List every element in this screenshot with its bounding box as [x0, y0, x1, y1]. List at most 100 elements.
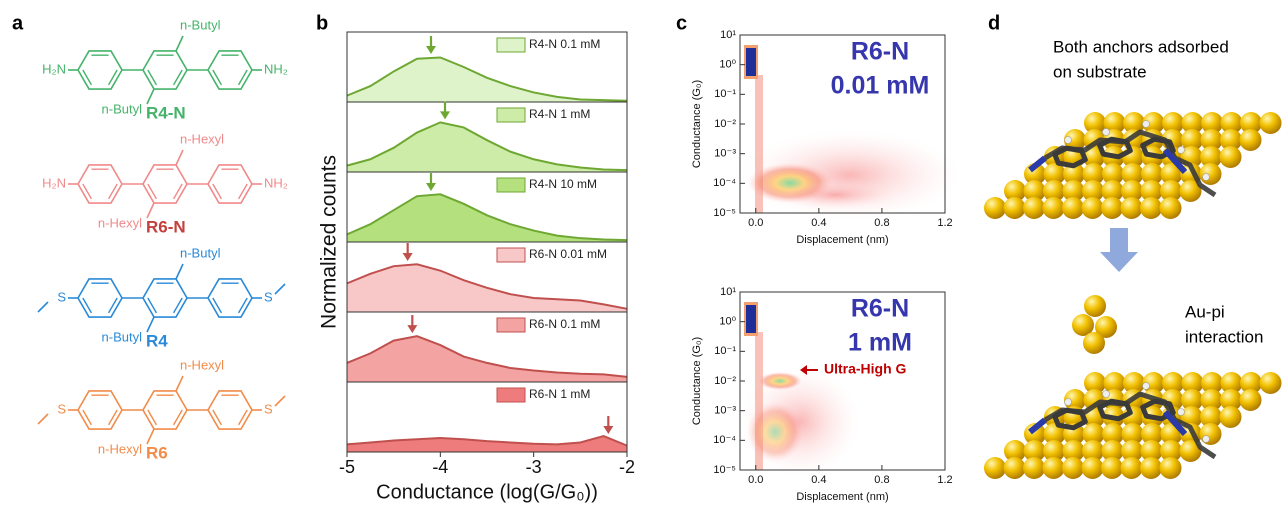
- gold-atom: [1082, 423, 1105, 445]
- ring-bond: [172, 409, 183, 426]
- y-tick-label: 10⁻¹: [714, 345, 736, 357]
- bond: [175, 263, 184, 280]
- ring: [207, 164, 253, 204]
- ring-bond: [212, 69, 223, 86]
- x-tick-label: -4: [432, 457, 448, 477]
- subplot-frame: [346, 381, 628, 453]
- gold-atom: [1200, 146, 1222, 168]
- molecule-ring: [1140, 398, 1176, 422]
- bond: [37, 301, 49, 313]
- y-tick-label: 10⁰: [719, 316, 736, 328]
- gold-atom: [1004, 180, 1026, 202]
- gold-atom: [1240, 372, 1262, 394]
- peak-arrowhead: [426, 45, 436, 54]
- ring-bond: [237, 297, 248, 314]
- bond: [146, 88, 155, 105]
- molecule-label: R4-N: [146, 103, 186, 122]
- gold-atom: [1179, 180, 1202, 202]
- gold-atom: [1083, 332, 1105, 354]
- gold-atom: [1239, 389, 1262, 411]
- gold-atom: [1201, 112, 1223, 134]
- x-tick-label: -3: [526, 457, 542, 477]
- ring: [77, 50, 123, 90]
- gold-atom: [1082, 440, 1104, 462]
- molecule-bond: [1162, 409, 1188, 437]
- bond: [146, 202, 155, 219]
- hydrogen: [1177, 408, 1185, 416]
- peak-arrowhead: [603, 426, 614, 434]
- gold-atom: [1181, 389, 1203, 411]
- y-tick-label: 10⁰: [719, 59, 736, 71]
- y-tick-label: 10⁻¹: [714, 88, 736, 100]
- density: [758, 372, 802, 390]
- bond: [37, 413, 49, 425]
- y-tick-label: 10⁻³: [714, 405, 736, 417]
- gold-atom: [1081, 457, 1104, 479]
- x-tick-label: 1.2: [937, 474, 952, 486]
- substituent: n-Butyl: [180, 245, 221, 260]
- x-tick-label: 0.8: [874, 217, 889, 229]
- legend-swatch: [496, 247, 526, 263]
- gold-atom: [1160, 180, 1182, 202]
- gold-atom: [1101, 180, 1124, 202]
- gold-atom: [1023, 457, 1045, 479]
- legend-label: R6-N 0.1 mM: [529, 317, 600, 331]
- gold-atom: [1101, 457, 1123, 479]
- gold-atom: [1120, 197, 1143, 219]
- gold-atom: [1181, 112, 1204, 134]
- gold-atom: [1101, 440, 1124, 462]
- panel-label: a: [12, 12, 24, 34]
- gold-atom: [1043, 163, 1066, 185]
- plot-label: 1 mM: [848, 329, 912, 357]
- ring-bond: [172, 297, 183, 314]
- gold-atom: [1159, 457, 1182, 479]
- gold-atom: [1042, 197, 1065, 219]
- ring-bond: [147, 69, 158, 86]
- panel-label: d: [988, 12, 1000, 34]
- ring-bond: [107, 183, 118, 200]
- hydrogen: [1064, 398, 1072, 406]
- molecule-bond: [1028, 155, 1047, 173]
- gold-atom: [1179, 440, 1202, 462]
- ring: [77, 390, 123, 430]
- gold-atom: [1121, 163, 1144, 185]
- end-group: NH₂: [264, 175, 288, 190]
- gold-atom: [1200, 406, 1222, 428]
- ring: [207, 50, 253, 90]
- molecule-bond: [1162, 147, 1188, 175]
- legend-swatch: [496, 107, 526, 123]
- molecule-bond: [1043, 391, 1217, 460]
- ring-bond: [147, 183, 158, 200]
- gold-atom: [1140, 197, 1162, 219]
- substituent: n-Butyl: [102, 101, 143, 116]
- x-tick-label: -5: [339, 457, 355, 477]
- y-tick-label: 10⁻⁵: [713, 464, 736, 476]
- gold-atom: [1003, 197, 1026, 219]
- y-tick-label: 10¹: [720, 286, 736, 298]
- bond: [146, 316, 155, 333]
- gold-atom: [1084, 112, 1106, 134]
- gold-atom: [1200, 389, 1223, 411]
- gold-atom: [1023, 440, 1046, 462]
- gold-atom: [1084, 372, 1106, 394]
- panel-label: b: [316, 12, 328, 34]
- y-axis-label: Normalized counts: [318, 155, 341, 329]
- end-group: S: [264, 289, 273, 304]
- bond: [175, 35, 184, 52]
- histogram-line: [346, 263, 628, 310]
- gold-atom: [1084, 295, 1106, 317]
- histogram-line: [346, 335, 628, 378]
- ring-bond: [82, 69, 93, 86]
- peak-arrowhead: [407, 325, 418, 334]
- ring-bond: [237, 183, 248, 200]
- gold-atom: [1181, 129, 1203, 151]
- gold-atom: [1063, 163, 1085, 185]
- gold-atom: [1120, 457, 1143, 479]
- x-axis-label: Displacement (nm): [796, 491, 888, 503]
- gold-atom: [1201, 372, 1223, 394]
- process-arrow: [1100, 228, 1138, 272]
- molecule-label: R6-N: [146, 217, 186, 236]
- x-axis-label: Conductance (log(G/G₀)): [376, 481, 598, 503]
- gold-atom: [1062, 180, 1085, 202]
- gold-atom: [1062, 457, 1084, 479]
